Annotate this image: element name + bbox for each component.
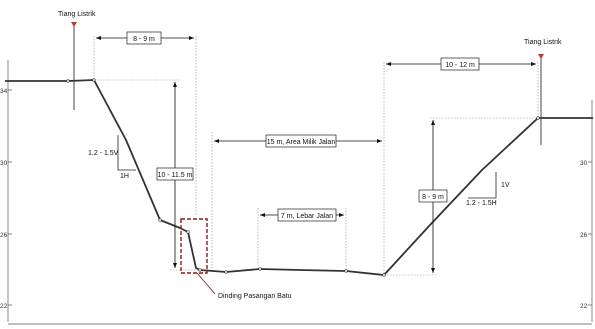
dim-top-left-box xyxy=(126,31,162,45)
dim-height-left-box xyxy=(156,167,194,181)
dim-road-box xyxy=(277,208,337,222)
left-tick-label: 22 xyxy=(0,303,8,310)
dim-top-right-box xyxy=(440,57,480,71)
wall-callout-label: Dinding Pasangan Batu xyxy=(218,293,292,300)
dim-height-right-label: 8 - 9 m xyxy=(422,194,444,201)
slope-left-triangle xyxy=(117,135,136,171)
slope-left-v-label: 1.2 - 1.5V xyxy=(88,150,119,157)
dim-top-left-label: 8 - 9 m xyxy=(133,36,155,43)
dim-height-right-box xyxy=(418,189,448,203)
dim-row-label: 15 m, Area Milik Jalan xyxy=(267,139,336,146)
right-tick-label: 30 xyxy=(580,160,588,167)
slope-right-h-label: 1.2 - 1.5H xyxy=(466,200,497,207)
right-tick-label: 22 xyxy=(580,303,588,310)
profile-vertices xyxy=(66,78,540,277)
dim-height-left-label: 10 - 11.5 m xyxy=(158,172,193,179)
pole-left-marker-icon xyxy=(71,22,77,27)
slope-left-h-label: 1H xyxy=(120,173,129,180)
left-tick-label: 26 xyxy=(0,232,8,239)
slope-right-v-label: 1V xyxy=(501,182,510,189)
left-tick-label: 30 xyxy=(0,160,8,167)
dim-top-right-label: 10 - 12 m xyxy=(445,62,475,69)
right-tick-label: 26 xyxy=(580,232,588,239)
dim-road-label: 7 m, Lebar Jalan xyxy=(281,213,333,220)
pole-left-label: Tiang Listrik xyxy=(58,11,96,18)
wall-callout-leader xyxy=(196,272,216,295)
wall-highlight-box xyxy=(180,218,208,274)
left-tick-label: 34 xyxy=(0,88,8,95)
pole-right-label: Tiang Listrik xyxy=(524,39,562,46)
ground-profile xyxy=(5,79,593,276)
dim-row-box xyxy=(265,134,337,148)
slope-right-triangle xyxy=(468,172,497,199)
pole-right-marker-icon xyxy=(538,54,544,59)
